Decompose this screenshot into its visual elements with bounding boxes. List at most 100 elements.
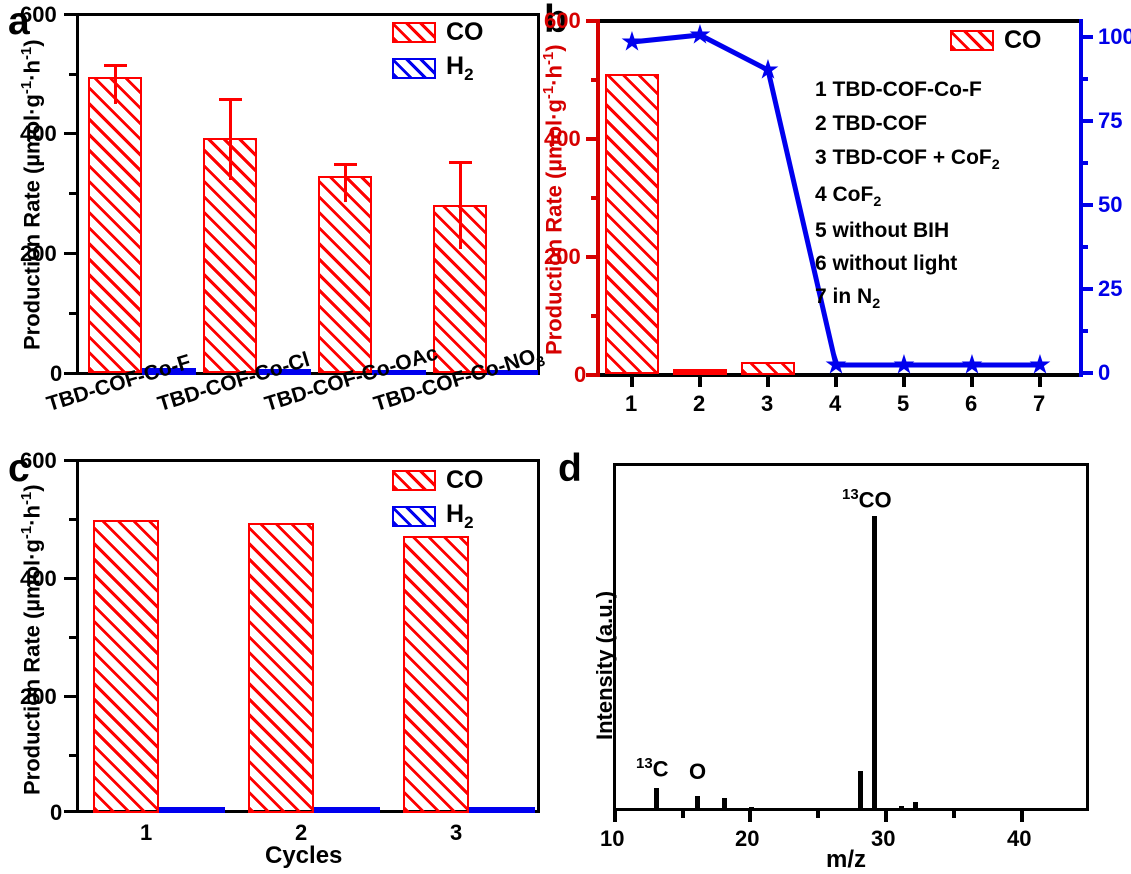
panel-a-ytick-0 bbox=[64, 372, 76, 375]
panel-b-xtick-label: 7 bbox=[1033, 391, 1046, 416]
panel-b-right-ytick-minor bbox=[1081, 245, 1088, 249]
panel-b-left-ytick-minor bbox=[591, 196, 598, 200]
panel-a-y-axis-title: Production Rate (µmol·g-1·h-1) bbox=[18, 39, 45, 350]
panel-c-label: c bbox=[8, 447, 30, 490]
panel-d-label: d bbox=[558, 447, 582, 490]
panel-d-xtick-label: 40 bbox=[1007, 826, 1032, 851]
panel-b-left-ytick-200 bbox=[586, 255, 598, 259]
panel-c-ytick-minor bbox=[69, 518, 76, 521]
panel-b-note-6: 6 without light bbox=[815, 252, 958, 275]
panel-b-right-ytick-label: 50 bbox=[1098, 192, 1123, 217]
panel-d-xtick-label: 30 bbox=[871, 826, 896, 851]
legend-item-co: CO bbox=[950, 26, 1042, 55]
panel-a-ytick-200 bbox=[64, 252, 76, 255]
ms-annotation-o: O bbox=[689, 759, 707, 784]
panel-b-right-ytick-25 bbox=[1081, 287, 1093, 291]
panel-d-y-axis-title: Intensity (a.u.) bbox=[592, 590, 617, 740]
panel-b-right-ytick-100 bbox=[1081, 35, 1093, 39]
panel-b-right-ytick-minor bbox=[1081, 161, 1088, 165]
panel-b-note-7: 7 in N2 bbox=[815, 285, 881, 313]
panel-b-right-axis bbox=[1079, 19, 1083, 377]
legend-label-co: CO bbox=[1004, 26, 1042, 54]
panel-c-bar-h2-3 bbox=[469, 807, 535, 813]
panel-b-star-marker: ★ bbox=[687, 19, 713, 50]
bar-h2-1 bbox=[142, 368, 196, 375]
panel-d-xtick-10 bbox=[613, 811, 617, 822]
panel-b-xtick bbox=[970, 377, 974, 387]
panel-d-xtick-label: 20 bbox=[735, 826, 760, 851]
panel-c-y-axis-title: Production Rate (µmol·g-1·h-1) bbox=[18, 484, 45, 795]
panel-c-ytick-label: 200 bbox=[20, 684, 57, 709]
panel-a: a 600 400 200 0 Production Rate (µmol·g-… bbox=[0, 0, 560, 435]
panel-c-x-axis-title: Cycles bbox=[265, 842, 343, 869]
panel-d-xtick-40 bbox=[1020, 811, 1024, 822]
panel-b-bar-2 bbox=[673, 369, 727, 375]
panel-b-label: b bbox=[544, 0, 568, 41]
bar-h2-4 bbox=[487, 370, 538, 375]
panel-d-xtick-minor bbox=[952, 811, 956, 818]
panel-b-left-ytick-600 bbox=[586, 19, 598, 23]
panel-c-bar-h2-1 bbox=[159, 807, 225, 813]
panel-c-ytick-minor bbox=[69, 754, 76, 757]
legend-label-h2: H2 bbox=[446, 52, 474, 84]
panel-b-top-axis bbox=[596, 19, 1083, 23]
panel-b-left-ytick-label: 200 bbox=[544, 244, 581, 269]
panel-c-ytick-400 bbox=[64, 577, 76, 580]
panel-b-xtick bbox=[630, 377, 634, 387]
panel-b-left-ytick-label: 0 bbox=[574, 362, 587, 387]
panel-b-bar-3 bbox=[741, 362, 795, 375]
panel-d: d Intensity (a.u.) 13CO 13C O 10 20 30 4… bbox=[550, 440, 1131, 873]
panel-b-selectivity-line bbox=[631, 32, 1040, 368]
panel-b-xtick bbox=[1038, 377, 1042, 387]
panel-d-plot-frame bbox=[613, 463, 1089, 811]
panel-b-xtick-label: 1 bbox=[625, 391, 638, 416]
error-cap-2 bbox=[219, 98, 242, 101]
panel-b-bar-1 bbox=[605, 74, 659, 374]
panel-c-xtick-label: 1 bbox=[140, 820, 153, 845]
error-cap-4 bbox=[449, 161, 472, 164]
panel-b-right-ytick-50 bbox=[1081, 203, 1093, 207]
panel-b-left-ytick-0 bbox=[586, 373, 598, 377]
panel-b-note-3: 3 TBD-COF + CoF2 bbox=[815, 146, 1000, 174]
panel-b-xtick bbox=[902, 377, 906, 387]
panel-d-xtick-label: 10 bbox=[600, 826, 625, 851]
panel-c-ytick-label: 400 bbox=[20, 566, 57, 591]
error-cap-3 bbox=[334, 163, 357, 166]
panel-a-ytick-label: 200 bbox=[20, 241, 57, 266]
bar-h2-2 bbox=[257, 369, 311, 375]
ms-peak-28 bbox=[858, 771, 863, 811]
panel-d-xtick-30 bbox=[884, 811, 888, 822]
error-cap-1 bbox=[104, 64, 127, 67]
panel-b-right-ytick-minor bbox=[1081, 77, 1088, 81]
panel-b-star-marker: ★ bbox=[959, 349, 985, 380]
ms-peak-20 bbox=[749, 807, 754, 811]
panel-b-right-ytick-label: 25 bbox=[1098, 276, 1123, 301]
panel-c-bar-co-1 bbox=[93, 520, 159, 813]
panel-d-xtick-minor bbox=[681, 811, 685, 818]
panel-a-label: a bbox=[8, 0, 30, 43]
panel-b-xtick-label: 2 bbox=[693, 391, 706, 416]
panel-b-xtick bbox=[698, 377, 702, 387]
panel-c-ytick-label: 0 bbox=[50, 800, 63, 825]
panel-b-note-2: 2 TBD-COF bbox=[815, 112, 927, 135]
panel-c-ytick-0 bbox=[64, 810, 76, 813]
ms-peak-32 bbox=[913, 802, 918, 811]
legend-swatch-co bbox=[950, 30, 994, 51]
panel-b-bottom-axis bbox=[596, 373, 1083, 377]
panel-b-left-ytick-label: 600 bbox=[544, 8, 581, 33]
panel-b-right-ytick-0 bbox=[1081, 371, 1093, 375]
panel-c-xtick-label: 2 bbox=[295, 820, 308, 845]
panel-b-note-4: 4 CoF2 bbox=[815, 183, 882, 211]
panel-b: b 600 400 200 0 Production Rate (µmol·g-… bbox=[520, 0, 1131, 435]
ms-annotation-13co: 13CO bbox=[842, 486, 892, 513]
panel-b-right-ytick-label: 0 bbox=[1098, 360, 1111, 385]
panel-c-bar-co-3 bbox=[403, 536, 469, 813]
panel-b-right-ytick-label: 75 bbox=[1098, 108, 1123, 133]
panel-b-right-ytick-minor bbox=[1081, 329, 1088, 333]
panel-c-bar-h2-2 bbox=[314, 807, 380, 813]
panel-a-ytick-minor bbox=[69, 192, 76, 195]
panel-b-left-ytick-400 bbox=[586, 137, 598, 141]
panel-b-star-marker: ★ bbox=[823, 349, 849, 380]
legend-label-co: CO bbox=[446, 18, 484, 46]
panel-c-xtick-label: 3 bbox=[450, 820, 463, 845]
